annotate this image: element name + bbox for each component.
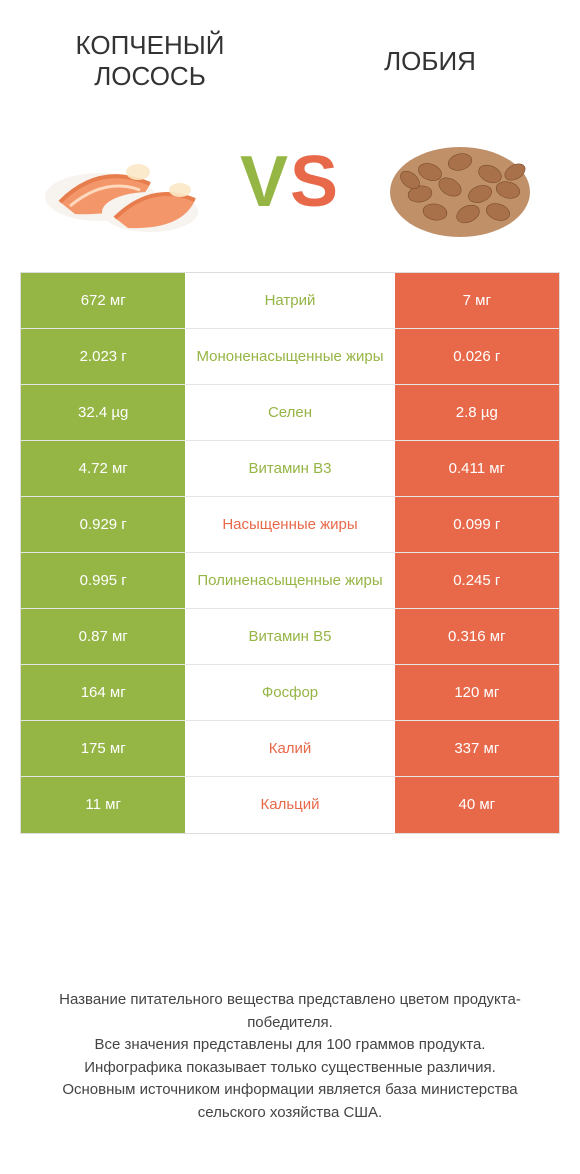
- table-row: 0.929 гНасыщенные жиры0.099 г: [21, 497, 559, 553]
- footer-line: Инфографика показывает только существенн…: [30, 1057, 550, 1080]
- right-food-image: [380, 122, 540, 242]
- left-value: 32.4 µg: [21, 385, 185, 440]
- right-value: 0.099 г: [395, 497, 559, 552]
- table-row: 0.995 гПолиненасыщенные жиры0.245 г: [21, 553, 559, 609]
- left-value: 164 мг: [21, 665, 185, 720]
- footer-notes: Название питательного вещества представл…: [30, 989, 550, 1124]
- nutrient-name: Витамин B3: [185, 441, 394, 496]
- left-value: 2.023 г: [21, 329, 185, 384]
- header: КОПЧЕНЫЙ ЛОСОСЬ ЛОБИЯ: [0, 0, 580, 112]
- nutrient-name: Фосфор: [185, 665, 394, 720]
- left-value: 11 мг: [21, 777, 185, 833]
- vs-s: S: [290, 142, 340, 222]
- table-row: 672 мгНатрий7 мг: [21, 273, 559, 329]
- table-row: 2.023 гМононенасыщенные жиры0.026 г: [21, 329, 559, 385]
- left-value: 0.995 г: [21, 553, 185, 608]
- table-row: 11 мгКальций40 мг: [21, 777, 559, 833]
- right-value: 120 мг: [395, 665, 559, 720]
- footer-line: Основным источником информации является …: [30, 1079, 550, 1124]
- right-value: 337 мг: [395, 721, 559, 776]
- table-row: 175 мгКалий337 мг: [21, 721, 559, 777]
- right-value: 0.026 г: [395, 329, 559, 384]
- left-food-image: [40, 122, 200, 242]
- comparison-table: 672 мгНатрий7 мг2.023 гМононенасыщенные …: [20, 272, 560, 834]
- right-food-title: ЛОБИЯ: [330, 46, 530, 77]
- left-value: 4.72 мг: [21, 441, 185, 496]
- table-row: 4.72 мгВитамин B30.411 мг: [21, 441, 559, 497]
- table-row: 164 мгФосфор120 мг: [21, 665, 559, 721]
- nutrient-name: Полиненасыщенные жиры: [185, 553, 394, 608]
- vs-row: VS: [0, 112, 580, 272]
- nutrient-name: Мононенасыщенные жиры: [185, 329, 394, 384]
- footer-line: Все значения представлены для 100 граммо…: [30, 1034, 550, 1057]
- left-value: 672 мг: [21, 273, 185, 328]
- vs-v: V: [240, 142, 290, 222]
- nutrient-name: Селен: [185, 385, 394, 440]
- left-value: 175 мг: [21, 721, 185, 776]
- table-row: 0.87 мгВитамин B50.316 мг: [21, 609, 559, 665]
- right-value: 0.316 мг: [395, 609, 559, 664]
- nutrient-name: Натрий: [185, 273, 394, 328]
- nutrient-name: Витамин B5: [185, 609, 394, 664]
- vs-label: VS: [240, 141, 340, 223]
- footer-line: Название питательного вещества представл…: [30, 989, 550, 1034]
- left-food-title: КОПЧЕНЫЙ ЛОСОСЬ: [50, 30, 250, 92]
- table-row: 32.4 µgСелен2.8 µg: [21, 385, 559, 441]
- nutrient-name: Калий: [185, 721, 394, 776]
- nutrient-name: Кальций: [185, 777, 394, 833]
- nutrient-name: Насыщенные жиры: [185, 497, 394, 552]
- left-value: 0.929 г: [21, 497, 185, 552]
- right-value: 0.245 г: [395, 553, 559, 608]
- right-value: 7 мг: [395, 273, 559, 328]
- right-value: 40 мг: [395, 777, 559, 833]
- left-value: 0.87 мг: [21, 609, 185, 664]
- right-value: 0.411 мг: [395, 441, 559, 496]
- right-value: 2.8 µg: [395, 385, 559, 440]
